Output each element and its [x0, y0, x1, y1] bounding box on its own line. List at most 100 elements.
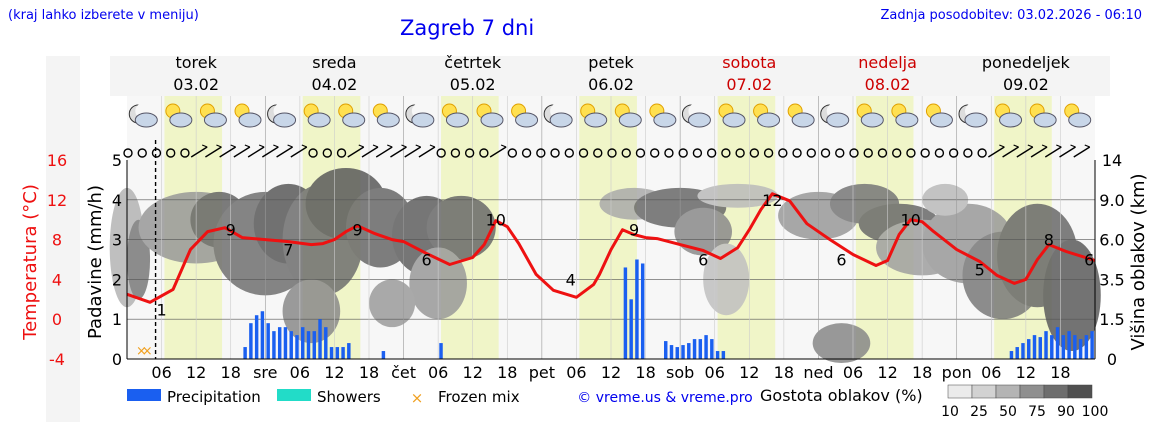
moon-cloud-icon	[543, 103, 573, 128]
frozen-mix-marker: ×	[142, 344, 153, 359]
x-tick-label: 12	[463, 363, 483, 382]
wind-barb-tick	[401, 144, 407, 148]
temperature-data-label: 4	[566, 270, 576, 289]
cloud-patch	[697, 183, 779, 208]
precipitation-bar	[289, 331, 293, 359]
x-tick-label: 12	[324, 363, 344, 382]
precipitation-bar	[306, 331, 311, 359]
precipitation-tick-label: 0	[112, 350, 122, 369]
wind-barb	[1030, 146, 1048, 158]
precipitation-tick-label: 5	[112, 151, 122, 170]
day-date-label: 03.02	[173, 75, 219, 94]
precipitation-tick-label: 2	[112, 270, 122, 289]
calm-wind-marker	[948, 148, 959, 158]
calm-wind-marker	[963, 148, 973, 158]
precipitation-bar	[704, 335, 708, 359]
temperature-tick-label: 16	[47, 151, 67, 170]
weather-icons-row	[128, 103, 1092, 128]
calm-wind-marker	[706, 148, 717, 158]
x-tick-label: 06	[705, 363, 725, 382]
x-tick-label: 18	[497, 363, 517, 382]
day-date-label: 08.02	[865, 75, 911, 94]
wind-barb-tick	[301, 144, 308, 148]
calm-wind-marker	[464, 148, 475, 158]
wind-barb	[1044, 146, 1062, 158]
wind-barb	[390, 146, 407, 158]
wind-barb	[489, 146, 507, 158]
x-tick-label: 06	[981, 363, 1001, 382]
calm-wind-marker	[123, 148, 133, 158]
moon-cloud-icon	[405, 103, 435, 128]
sun-cloud-icon	[303, 103, 331, 128]
day-name-label: torek	[175, 53, 217, 72]
calm-wind-marker	[863, 148, 873, 158]
credit-text: © vreme.us & vreme.pro	[577, 390, 752, 406]
cloud-shape	[480, 112, 504, 128]
precipitation-bar	[1021, 343, 1025, 359]
sun-cloud-icon	[718, 103, 746, 128]
cloud-shape	[929, 112, 953, 128]
x-tick-label: sre	[253, 363, 277, 382]
temperature-tick-label: 0	[52, 310, 62, 329]
cloud-density-level-label: 75	[1028, 404, 1046, 420]
precipitation-bar	[715, 351, 720, 359]
x-tick-label: 18	[359, 363, 379, 382]
sun-cloud-icon	[1029, 103, 1057, 128]
precipitation-axis-title: Padavine (mm/h)	[85, 185, 106, 339]
cloud-shape	[273, 112, 297, 128]
calm-wind-marker	[820, 148, 831, 158]
cloud-shape	[169, 112, 193, 128]
calm-wind-marker	[792, 148, 802, 158]
calm-wind-marker	[849, 148, 859, 158]
wind-barb-tick	[258, 144, 265, 148]
precipitation-bar	[1009, 351, 1014, 359]
precipitation-bar	[266, 323, 270, 359]
sun-cloud-icon	[925, 103, 953, 128]
precipitation-bar	[295, 335, 299, 359]
cloud-shape	[134, 112, 158, 128]
cloud-height-tick-label: 6.0	[1099, 231, 1124, 250]
sun-cloud-icon	[787, 103, 815, 128]
calm-wind-marker	[635, 148, 646, 158]
sun-cloud-icon	[372, 103, 400, 128]
calm-wind-marker	[308, 148, 318, 158]
sun-cloud-icon	[891, 103, 919, 128]
wind-barb	[247, 146, 265, 158]
cloud-shape	[1033, 112, 1057, 128]
day-header-band	[110, 56, 1110, 96]
precipitation-bar	[243, 347, 247, 359]
wind-barb-tick	[1056, 144, 1062, 148]
cloud-shape	[376, 112, 400, 128]
wind-barb	[361, 146, 379, 158]
moon-cloud-icon	[681, 103, 711, 128]
x-tick-label: 18	[1050, 363, 1070, 382]
precipitation-bar	[1038, 337, 1042, 359]
calm-wind-marker	[550, 148, 560, 158]
moon-cloud-icon	[128, 103, 158, 128]
precipitation-bar	[1084, 335, 1089, 359]
moon-cloud-icon	[958, 103, 988, 128]
wind-barb	[347, 146, 365, 158]
cloud-shape	[757, 112, 781, 128]
calm-wind-marker	[735, 148, 745, 158]
wind-barb-tick	[999, 144, 1005, 148]
calm-wind-marker	[621, 148, 631, 158]
calm-wind-marker	[906, 148, 916, 158]
wind-barb	[375, 146, 393, 158]
x-tick-label: 12	[186, 363, 206, 382]
cloud-density-level-label: 100	[1082, 404, 1109, 420]
x-tick-label: 18	[912, 363, 932, 382]
temperature-data-label: 9	[352, 221, 362, 240]
sun-cloud-icon	[476, 103, 504, 128]
temperature-axis-panel	[46, 56, 80, 422]
cloud-shape	[964, 112, 988, 128]
precipitation-bar	[629, 299, 633, 359]
day-date-label: 09.02	[1003, 75, 1049, 94]
cloud-height-tick-label: 9.0	[1099, 191, 1124, 210]
precipitation-bar	[341, 347, 345, 359]
cloud-shape	[860, 112, 884, 128]
calm-wind-marker	[436, 148, 446, 158]
cloud-shape	[445, 112, 469, 128]
precipitation-bar	[623, 267, 628, 359]
wind-barb	[1002, 146, 1019, 158]
